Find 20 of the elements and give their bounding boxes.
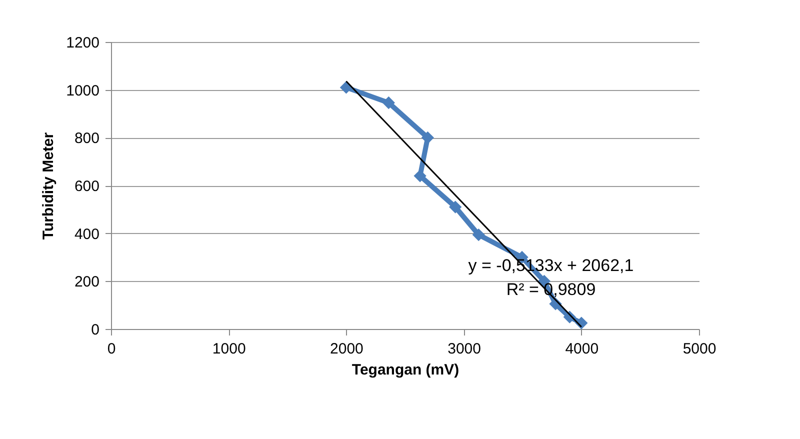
point [472,228,485,242]
x-tick-label: 2000 [330,340,364,358]
y-tick-label: 800 [74,130,100,148]
y-tick-label: 200 [74,274,100,291]
point [449,200,462,214]
y-tick-label: 0 [91,322,100,338]
x-tick-label: 3000 [448,340,481,358]
point [414,170,426,182]
x-tick-label: 5000 [682,340,716,358]
y-tick-label: 1000 [66,82,100,100]
x-tick-label: 0 [107,340,116,358]
y-tick-label: 400 [74,226,100,243]
y-tick-label: 1200 [66,34,100,52]
x-axis-title: Tegangan (mV) [352,362,460,378]
x-tick-label: 4000 [565,340,599,358]
x-tick-label: 1000 [212,340,246,358]
y-tick-label: 600 [74,178,100,195]
point [382,96,395,110]
y-axis-title: Turbidity Meter [40,132,58,240]
point [421,131,434,144]
